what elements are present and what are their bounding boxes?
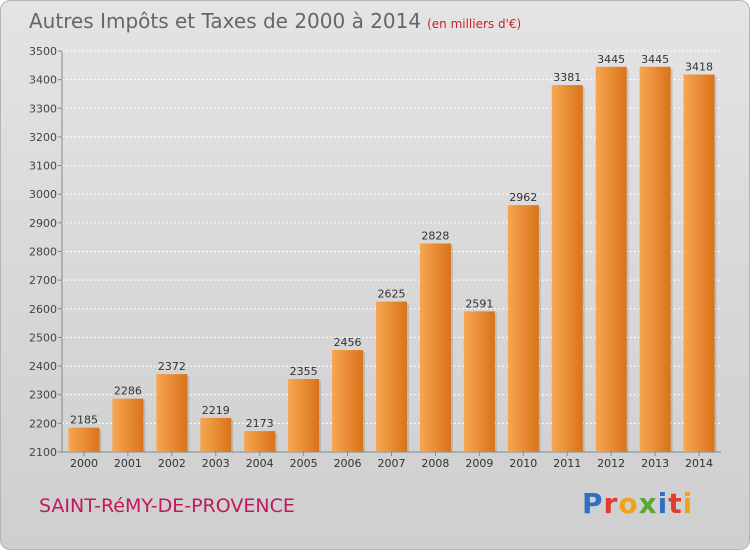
y-tick-label: 2900	[29, 217, 57, 230]
data-label-2010: 2962	[509, 191, 537, 204]
chart-title-text: Autres Impôts et Taxes de 2000 à 2014	[29, 9, 422, 33]
x-tick-label-2009: 2009	[465, 457, 493, 470]
x-tick-label-2007: 2007	[378, 457, 406, 470]
y-tick-label: 3200	[29, 131, 57, 144]
data-label-2006: 2456	[334, 336, 362, 349]
bar-2007	[376, 301, 407, 452]
data-label-2002: 2372	[158, 360, 186, 373]
y-tick-label: 2400	[29, 360, 57, 373]
bars	[68, 66, 717, 453]
data-label-2005: 2355	[290, 365, 318, 378]
bar-2000	[68, 427, 100, 452]
x-tick-label-2003: 2003	[202, 457, 230, 470]
y-tick-label: 3400	[29, 74, 57, 87]
x-tick-label-2006: 2006	[334, 457, 362, 470]
labels: 2100 2200 2300 2400 2500 2600 2700 2800 2900 3000…	[29, 45, 713, 470]
data-label-2004: 2173	[246, 417, 274, 430]
x-tick-label-2012: 2012	[597, 457, 625, 470]
bar-2011	[551, 85, 583, 453]
x-tick-label-2000: 2000	[70, 457, 98, 470]
bar-2014	[683, 74, 715, 452]
x-tick-label-2013: 2013	[641, 457, 669, 470]
x-tick-label-2004: 2004	[246, 457, 274, 470]
bar-2008	[419, 243, 451, 452]
data-label-2001: 2286	[114, 385, 142, 398]
data-label-2000: 2185	[70, 414, 98, 427]
y-tick-label: 2800	[29, 246, 57, 259]
chart-unit: (en milliers d'€)	[427, 17, 522, 31]
chart-title: Autres Impôts et Taxes de 2000 à 2014 (en…	[29, 9, 521, 33]
y-tick-label: 2300	[29, 389, 57, 402]
bar-2013	[639, 66, 671, 452]
town-name: SAINT-RéMY-DE-PROVENCE	[39, 495, 295, 517]
bar-2012	[595, 66, 627, 452]
y-tick-label: 2600	[29, 303, 57, 316]
data-label-2008: 2828	[421, 229, 449, 242]
x-tick-label-2001: 2001	[114, 457, 142, 470]
y-tick-label: 2500	[29, 331, 57, 344]
y-tick-label: 3300	[29, 102, 57, 115]
bar-2005	[288, 378, 320, 452]
x-tick-label-2008: 2008	[421, 457, 449, 470]
y-tick-label: 3000	[29, 188, 57, 201]
y-tick-label: 3500	[29, 45, 57, 58]
y-tick-label: 2100	[29, 446, 57, 459]
data-label-2012: 3445	[597, 53, 625, 66]
bar-2004	[244, 431, 276, 452]
bar-2001	[112, 398, 144, 452]
x-tick-label-2014: 2014	[685, 457, 713, 470]
bar-2002	[156, 374, 188, 452]
data-label-2013: 3445	[641, 53, 669, 66]
bar-2010	[507, 205, 539, 452]
y-tick-label: 2700	[29, 274, 57, 287]
bar-2006	[332, 350, 364, 452]
x-tick-label-2011: 2011	[553, 457, 581, 470]
data-label-2003: 2219	[202, 404, 230, 417]
x-tick-label-2002: 2002	[158, 457, 186, 470]
data-label-2014: 3418	[685, 60, 713, 73]
x-tick-label-2010: 2010	[509, 457, 537, 470]
bar-2003	[200, 417, 232, 452]
data-label-2011: 3381	[553, 71, 581, 84]
data-label-2007: 2625	[378, 288, 406, 301]
data-label-2009: 2591	[465, 297, 493, 310]
bar-2009	[463, 311, 495, 452]
proxiti-logo: Proxiti	[582, 487, 694, 520]
y-tick-label: 3100	[29, 160, 57, 173]
x-tick-label-2005: 2005	[290, 457, 318, 470]
y-tick-label: 2200	[29, 417, 57, 430]
